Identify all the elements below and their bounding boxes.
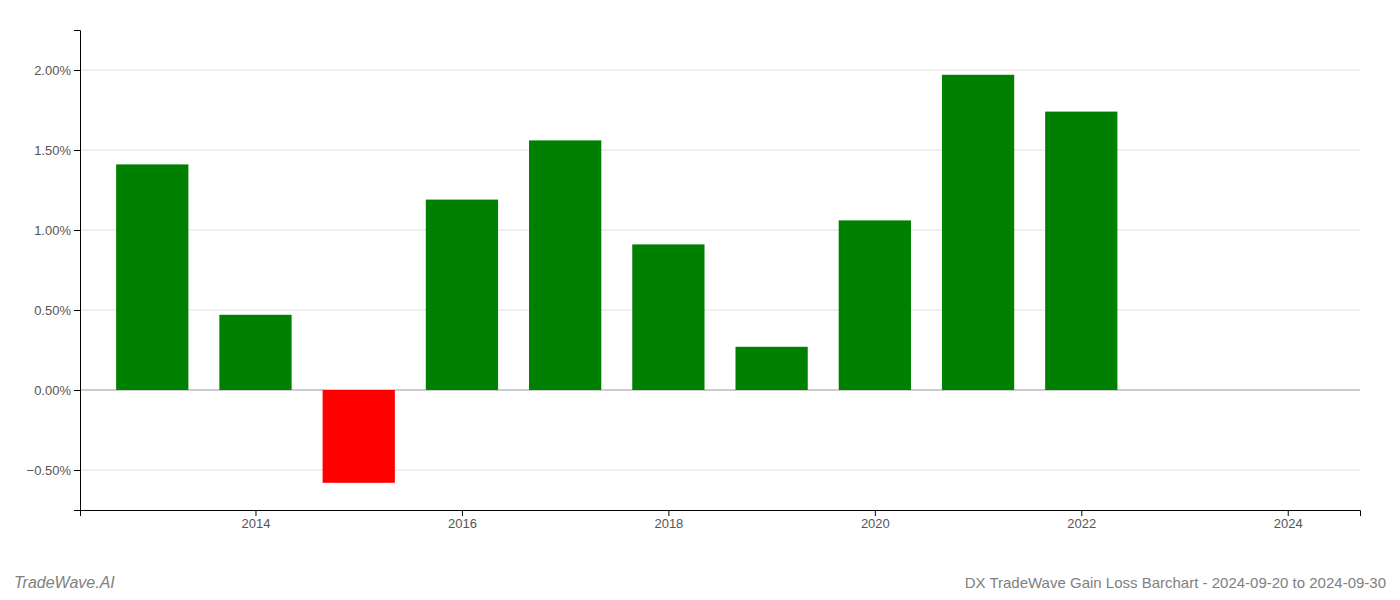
watermark: TradeWave.AI [14, 574, 115, 591]
x-tick-mark [668, 510, 669, 516]
x-tick: 2020 [861, 510, 890, 531]
x-tick-label: 2018 [654, 516, 683, 531]
grid-line [80, 70, 1360, 71]
y-tick: 2.00% [34, 63, 80, 78]
x-tick-mark [255, 510, 256, 516]
x-tick-mark [875, 510, 876, 516]
bar [426, 200, 498, 390]
y-axis-line [74, 31, 81, 511]
y-tick-label: 0.00% [34, 383, 71, 398]
y-tick-label: −0.50% [27, 463, 72, 478]
x-tick-label: 2014 [242, 516, 271, 531]
y-tick-mark [74, 230, 80, 231]
y-tick-mark [74, 390, 80, 391]
y-tick: 1.00% [34, 223, 80, 238]
grid-line [80, 470, 1360, 471]
x-tick: 2018 [654, 510, 683, 531]
y-tick: 0.50% [34, 303, 80, 318]
bar [839, 220, 911, 390]
bar [735, 347, 807, 390]
grid-line [80, 310, 1360, 311]
y-tick-label: 2.00% [34, 63, 71, 78]
y-tick-mark [74, 70, 80, 71]
x-tick: 2024 [1274, 510, 1303, 531]
bar [529, 140, 601, 390]
y-tick-mark [74, 310, 80, 311]
chart-container: 2014 2016 2018 2020 2022 2024 −0.50% 0.00% 0.50%… [0, 0, 1400, 600]
x-tick-label: 2022 [1067, 516, 1096, 531]
x-tick: 2016 [448, 510, 477, 531]
x-axis: 2014 2016 2018 2020 2022 2024 [81, 510, 1361, 531]
bar [323, 390, 395, 483]
y-tick: −0.50% [27, 463, 80, 478]
grid-line [80, 230, 1360, 231]
x-axis-line [81, 511, 1361, 517]
bar [632, 244, 704, 390]
grid [80, 70, 1360, 470]
y-tick: 0.00% [34, 383, 80, 398]
x-tick-label: 2024 [1274, 516, 1303, 531]
y-tick-label: 0.50% [34, 303, 71, 318]
y-tick: 1.50% [34, 143, 80, 158]
x-tick-label: 2016 [448, 516, 477, 531]
y-tick-label: 1.00% [34, 223, 71, 238]
y-tick-mark [74, 470, 80, 471]
plot-area: 2014 2016 2018 2020 2022 2024 −0.50% 0.00% 0.50%… [27, 31, 1361, 532]
x-tick-mark [1081, 510, 1082, 516]
y-tick-mark [74, 150, 80, 151]
x-tick: 2022 [1067, 510, 1096, 531]
chart-svg: 2014 2016 2018 2020 2022 2024 −0.50% 0.00% 0.50%… [0, 0, 1400, 600]
y-axis: −0.50% 0.00% 0.50% 1.00% 1.50% 2.00% [27, 31, 81, 511]
bar [942, 75, 1014, 390]
y-tick-label: 1.50% [34, 143, 71, 158]
x-tick-label: 2020 [861, 516, 890, 531]
bar [116, 164, 188, 390]
grid-line [80, 150, 1360, 151]
chart-title: DX TradeWave Gain Loss Barchart - 2024-0… [965, 574, 1386, 591]
x-tick-mark [1288, 510, 1289, 516]
bars [116, 75, 1117, 483]
x-tick-mark [462, 510, 463, 516]
x-tick: 2014 [242, 510, 271, 531]
bar [219, 315, 291, 390]
bar [1045, 112, 1117, 390]
